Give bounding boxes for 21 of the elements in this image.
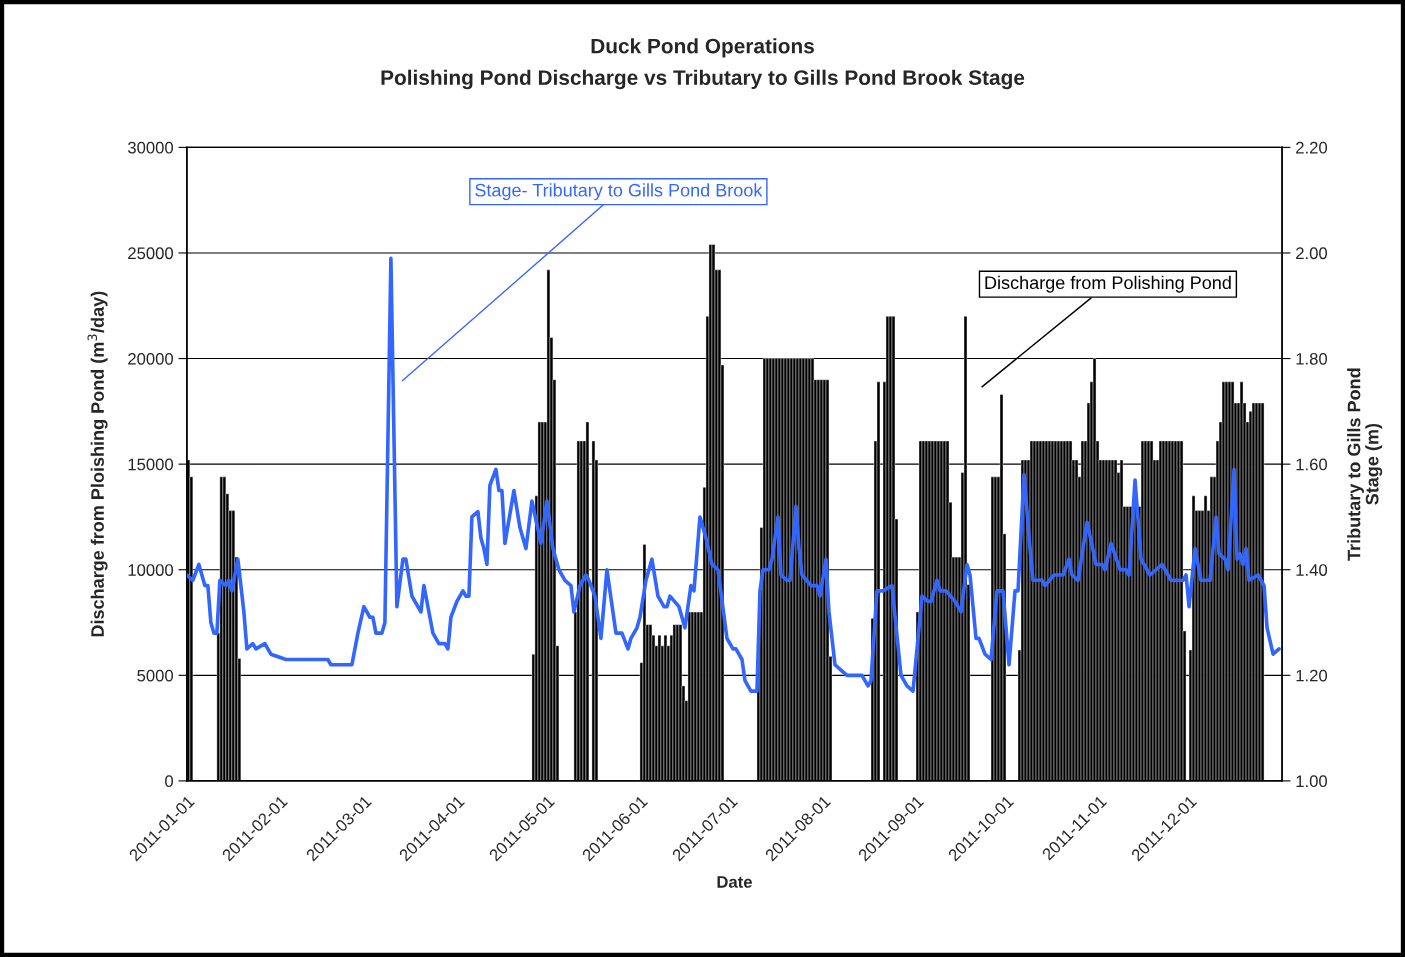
y2-tick-label: 1.40 — [1296, 564, 1328, 576]
x-axis-title: Date — [717, 876, 752, 888]
y-tick-label: 25000 — [128, 247, 174, 260]
y2-axis-title: Tributary to Gills Pond Stage (m) — [1347, 368, 1383, 561]
y2-tick-label: 1.00 — [1296, 775, 1328, 788]
y2-tick-label: 1.80 — [1296, 352, 1328, 365]
y-tick-label: 30000 — [127, 141, 174, 154]
annotation: Discharge from Polishing Pond — [985, 275, 1231, 293]
y-axis-title: Discharge from Ploishing Pond (m$^{3}$/day) — [87, 291, 108, 637]
annotation: Stage- Tributary to Gills Pond Brook — [475, 183, 763, 201]
y2-tick-label: 1.20 — [1296, 669, 1328, 682]
y-tick-label: 15000 — [128, 458, 174, 471]
y-tick-label: 10000 — [128, 564, 174, 576]
y-tick-label: 0 — [165, 775, 174, 788]
y2-tick-label: 2.00 — [1296, 247, 1328, 260]
chart-title: Duck Pond Operations — [591, 38, 814, 58]
y-tick-label: 20000 — [128, 352, 174, 365]
chart-subtitle: Polishing Pond Discharge vs Tributary to Gills Pond Brook Stage — [381, 69, 1025, 90]
y2-tick-label: 2.20 — [1296, 141, 1328, 154]
y2-tick-label: 1.60 — [1296, 458, 1328, 471]
y-tick-label: 5000 — [137, 669, 174, 682]
